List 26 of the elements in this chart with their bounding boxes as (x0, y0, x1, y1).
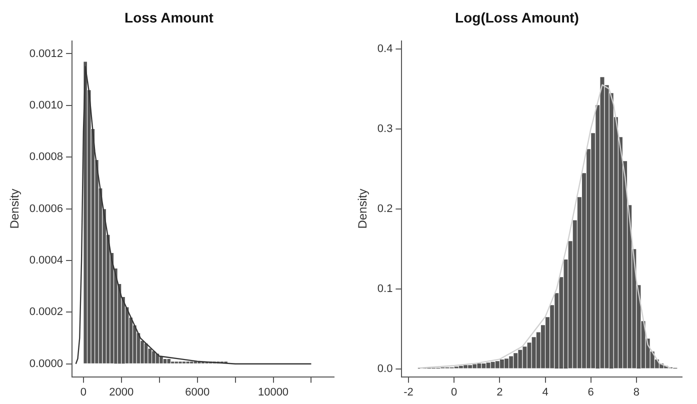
x-tick-label: 6000 (185, 386, 210, 398)
y-tick-label: 0.0 (377, 362, 393, 375)
x-tick-label: 0 (80, 386, 86, 398)
y-axis-title: Density (8, 188, 22, 229)
y-tick-label: 0.0000 (29, 358, 64, 370)
y-axis-title: Density (356, 188, 370, 229)
chart-title: Log(Loss Amount) (455, 9, 579, 26)
y-tick-label: 0.2 (377, 202, 393, 215)
y-tick-label: 0.0002 (29, 306, 64, 318)
y-tick-label: 0.3 (377, 122, 393, 135)
y-tick-label: 0.1 (377, 282, 393, 295)
x-tick-label: 10000 (258, 386, 289, 398)
x-tick-label: 8 (633, 386, 640, 398)
chart-title: Loss Amount (124, 9, 214, 26)
y-tick-label: 0.0006 (29, 202, 64, 215)
y-tick-label: 0.0012 (29, 48, 64, 60)
x-tick-label: 0 (451, 386, 458, 398)
y-tick-label: 0.4 (377, 42, 393, 55)
x-tick-label: 2 (496, 386, 503, 398)
x-tick-label: 6 (588, 386, 594, 398)
y-tick-label: 0.0004 (29, 254, 64, 267)
x-tick-label: 4 (542, 386, 548, 398)
x-tick-label: 2000 (109, 386, 134, 398)
y-tick-label: 0.0008 (29, 151, 64, 164)
y-tick-label: 0.0010 (29, 99, 64, 112)
x-tick-label: -2 (404, 386, 414, 398)
